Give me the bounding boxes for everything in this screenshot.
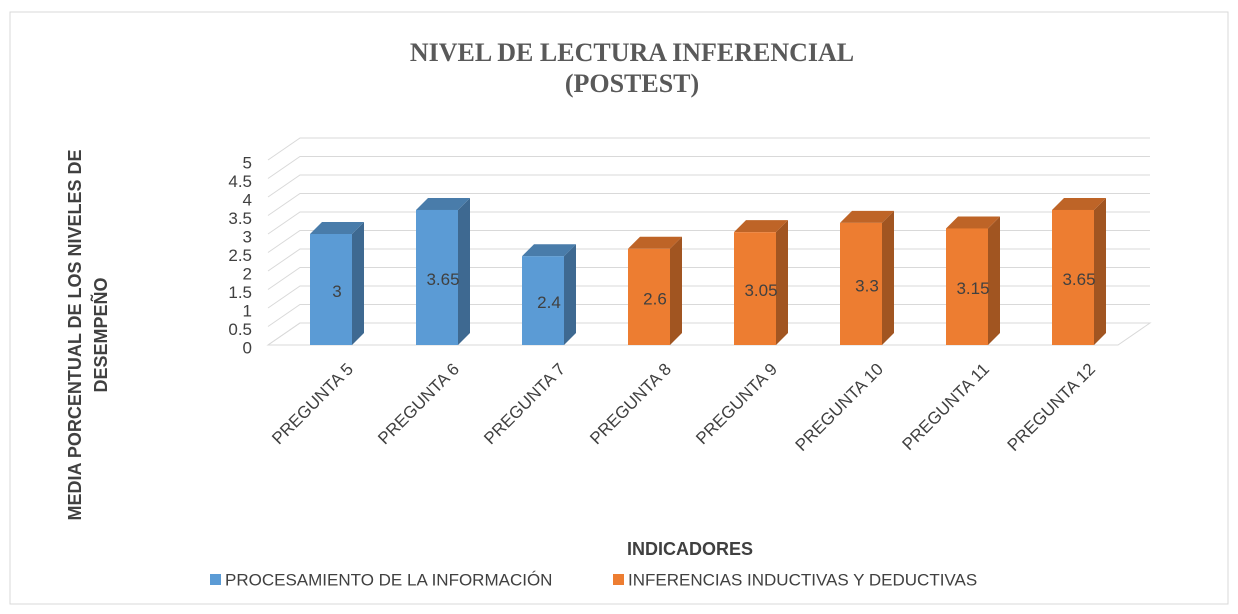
- y-tick-label: 0: [243, 338, 252, 357]
- bar: [1052, 209, 1094, 345]
- bar-top: [840, 210, 894, 223]
- bar-top: [946, 216, 1000, 229]
- bar-side: [1094, 197, 1106, 345]
- bar: [840, 222, 882, 345]
- y-tick-label: 1: [243, 301, 252, 320]
- bar: [522, 256, 564, 345]
- value-label: 3: [332, 282, 341, 301]
- value-label: 3.15: [956, 279, 989, 298]
- bar-top: [310, 222, 364, 234]
- value-label: 3.05: [744, 281, 777, 300]
- grid-line: [267, 193, 1150, 216]
- bar-top: [734, 220, 788, 233]
- bar-side: [882, 210, 894, 345]
- chart-frame: [9, 11, 1229, 605]
- y-axis-title: MEDIA PORCENTUAL DE LOS NIVELES DE: [65, 149, 85, 520]
- legend-label: INFERENCIAS INDUCTIVAS Y DEDUCTIVAS: [628, 570, 977, 589]
- y-tick-label: 4.5: [228, 172, 252, 191]
- bar-side: [776, 220, 788, 345]
- grid-line: [267, 156, 1150, 179]
- bar-side: [564, 244, 576, 345]
- chart-title: NIVEL DE LECTURA INFERENCIAL: [410, 38, 854, 67]
- bar-side: [670, 236, 682, 345]
- legend-swatch: [613, 574, 624, 585]
- y-tick-label: 4: [243, 190, 252, 209]
- bar: [416, 209, 458, 345]
- y-tick-label: 5: [243, 153, 252, 172]
- grid-line: [267, 174, 1150, 198]
- bar: [628, 248, 670, 345]
- bar: [734, 232, 776, 345]
- legend-label: PROCESAMIENTO DE LA INFORMACIÓN: [225, 570, 552, 589]
- y-axis-title: DESEMPEÑO: [90, 277, 111, 392]
- bar: [310, 234, 352, 345]
- bar-side: [458, 197, 470, 345]
- grid-line: [267, 137, 1150, 161]
- bar-side: [988, 216, 1000, 345]
- y-tick-label: 0.5: [228, 320, 252, 339]
- y-tick-label: 2: [243, 264, 252, 283]
- bar-side: [352, 222, 364, 345]
- value-label: 2.6: [643, 289, 667, 308]
- bar-top: [522, 244, 576, 257]
- bar: [946, 228, 988, 345]
- bar-top: [628, 236, 682, 249]
- x-axis-title: INDICADORES: [627, 539, 753, 559]
- y-tick-label: 1.5: [228, 283, 252, 302]
- value-label: 3.65: [426, 270, 459, 289]
- value-label: 3.65: [1062, 270, 1095, 289]
- value-label: 3.3: [855, 276, 879, 295]
- y-tick-label: 2.5: [228, 246, 252, 265]
- value-label: 2.4: [537, 293, 561, 312]
- legend-swatch: [210, 574, 221, 585]
- chart-subtitle: (POSTEST): [565, 69, 699, 98]
- y-tick-label: 3: [243, 227, 252, 246]
- bar-top: [1052, 197, 1106, 210]
- bar-top: [416, 197, 470, 210]
- y-tick-label: 3.5: [228, 209, 252, 228]
